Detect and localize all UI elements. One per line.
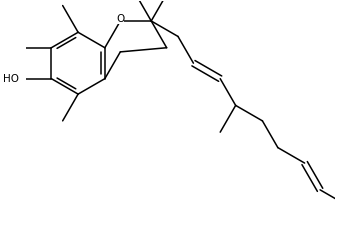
Text: O: O	[116, 14, 125, 24]
Text: HO: HO	[3, 74, 19, 84]
